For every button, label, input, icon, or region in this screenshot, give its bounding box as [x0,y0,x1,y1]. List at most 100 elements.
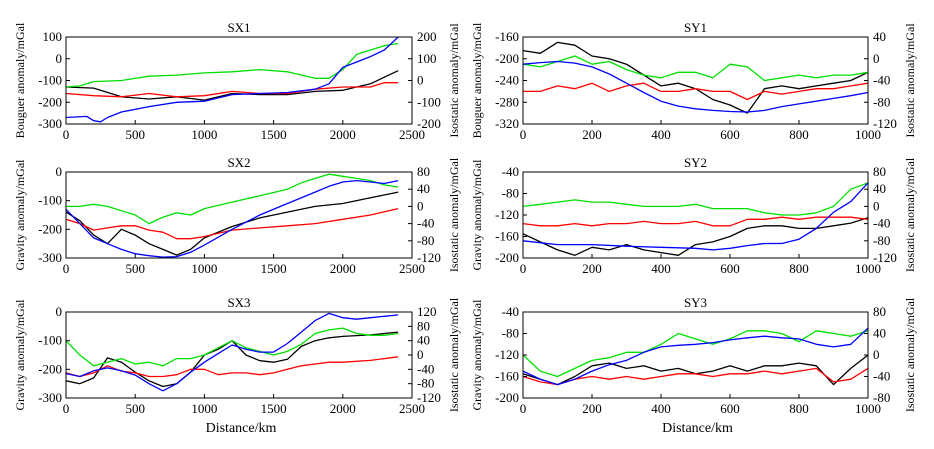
x-tick-label: 600 [720,127,740,142]
y-tick-label: -240 [495,73,519,88]
x-tick-label: 2500 [399,127,425,142]
y2-tick-label: 0 [873,347,880,362]
series-line-red [523,82,868,101]
x-tick-label: 200 [582,127,602,142]
plot-frame [522,36,869,125]
y2-tick-label: -40 [417,361,434,376]
y2-tick-label: 40 [873,326,886,341]
series-line-red [523,367,868,386]
plot-frame [522,311,869,399]
series-line-green [523,330,868,378]
chart-title: SY2 [684,155,707,170]
y-tick-label: -200 [38,221,62,236]
x-tick-label: 500 [125,401,145,416]
x-tick-label: 600 [720,401,740,416]
series-line-black [66,331,399,388]
x-tick-label: 500 [125,127,145,142]
x-tick-label: 400 [651,401,671,416]
y-tick-label: -200 [38,361,62,376]
series-line-green [66,42,399,88]
x-tick-label: 2000 [330,127,356,142]
y-tick-label: 0 [56,304,63,319]
y-axis-label: Gravity anomaly/mGal [13,159,27,271]
x-tick-label: 1000 [855,261,881,276]
y2-tick-label: 100 [417,51,437,66]
chart-title: SY3 [684,295,707,310]
x-tick-label: 800 [789,401,809,416]
y2-tick-label: 0 [417,198,424,213]
x-tick-label: 400 [651,261,671,276]
x-tick-label: 2500 [399,401,425,416]
y-tick-label: -200 [495,51,519,66]
x-tick-label: 0 [520,401,527,416]
chart-title: SY1 [684,20,707,35]
y-tick-label: -300 [38,116,62,131]
x-tick-label: 400 [651,127,671,142]
y2-tick-label: -80 [417,233,434,248]
y-tick-label: -100 [38,193,62,208]
y2-tick-label: 0 [417,73,424,88]
y-axis-label: Bouguer anomaly/mGal [470,22,484,138]
y2-tick-label: -120 [417,390,441,405]
y-tick-label: 0 [56,51,63,66]
x-tick-label: 2000 [330,401,356,416]
y-tick-label: -160 [495,369,519,384]
y-tick-label: -300 [38,390,62,405]
y-axis-label: Gravity anomaly/mGal [470,299,484,411]
y2-tick-label: 0 [873,198,880,213]
x-tick-label: 2500 [399,261,425,276]
y-tick-label: -40 [502,164,519,179]
y2-axis-label: Isostatic anomaly/mGal [447,23,461,138]
x-axis-label: Distance/km [206,421,277,436]
series-line-blue [523,182,868,251]
x-tick-label: 600 [720,261,740,276]
y2-tick-label: -120 [873,116,897,131]
y-tick-label: -80 [502,186,519,201]
y2-tick-label: 0 [417,347,424,362]
y-tick-label: -320 [495,116,519,131]
y-tick-label: -160 [495,29,519,44]
y2-axis-label: Isostatic anomaly/mGal [903,297,917,412]
series-line-black [66,70,399,101]
chart-title: SX1 [227,20,250,35]
y2-tick-label: 40 [417,181,430,196]
series-group [523,182,868,256]
series-group [66,173,399,258]
series-line-green [523,55,868,82]
x-tick-label: 1000 [191,261,217,276]
y2-tick-label: 40 [417,333,430,348]
y2-tick-label: 40 [873,29,886,44]
y2-axis-label: Isostatic anomaly/mGal [447,297,461,412]
y2-tick-label: 80 [417,164,430,179]
y2-tick-label: 80 [873,304,886,319]
series-line-blue [66,312,399,392]
y2-tick-label: 80 [873,164,886,179]
x-tick-label: 0 [63,127,70,142]
series-line-green [523,182,868,216]
chart-title: SX3 [227,295,250,310]
chart-sx3: SX3 0 500 1000 1500 2000 2500 -300 -200 -100 0 -120… [13,295,461,436]
y2-tick-label: -80 [417,376,434,391]
x-tick-label: 500 [125,261,145,276]
x-tick-label: 1000 [191,401,217,416]
series-line-blue [523,327,868,386]
y-axis-label: Gravity anomaly/mGal [13,299,27,411]
series-group [523,327,868,386]
y2-tick-label: 80 [417,318,430,333]
x-tick-label: 1500 [261,401,287,416]
y-tick-label: -100 [38,333,62,348]
plot-frame [65,171,413,259]
x-tick-label: 0 [63,401,70,416]
y2-axis-label: Isostatic anomaly/mGal [903,157,917,272]
y2-tick-label: -200 [417,116,441,131]
series-line-blue [66,179,399,258]
y-tick-label: -100 [38,73,62,88]
y2-tick-label: 0 [873,51,880,66]
y2-tick-label: -100 [417,94,441,109]
